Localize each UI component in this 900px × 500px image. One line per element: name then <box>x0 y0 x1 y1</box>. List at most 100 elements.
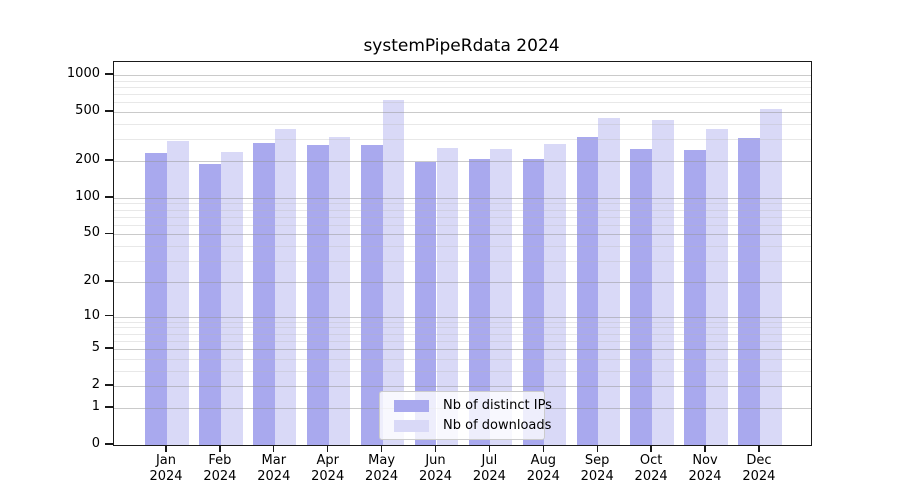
x-tick-label-apr: Apr 2024 <box>298 453 358 485</box>
bar-downloads-aug <box>544 144 566 445</box>
y-tick-label-10: 10 <box>83 307 100 323</box>
bar-downloads-apr <box>328 136 351 445</box>
legend-swatch-downloads <box>394 419 429 432</box>
year-label: 2024 <box>365 469 399 484</box>
y-tick-label-100: 100 <box>75 188 100 204</box>
minor-gridline-30 <box>114 261 811 263</box>
minor-gridline-40 <box>114 246 811 248</box>
x-tick-label-dec: Dec 2024 <box>729 453 789 485</box>
bar-downloads-may <box>382 99 405 445</box>
bar-distinct-ips-dec <box>738 138 760 445</box>
year-label: 2024 <box>580 469 614 484</box>
legend: Nb of distinct IPs Nb of downloads <box>379 391 552 440</box>
month-label: Aug <box>530 453 556 468</box>
bar-downloads-nov <box>706 128 728 445</box>
legend-item-downloads: Nb of downloads <box>394 417 551 434</box>
major-gridline-20 <box>114 281 811 283</box>
major-gridline-2 <box>114 386 811 388</box>
bar-downloads-mar <box>274 128 297 445</box>
y-tick-label-200: 200 <box>75 152 100 168</box>
bar-distinct-ips-jan <box>145 152 167 445</box>
major-gridline-10 <box>114 316 811 318</box>
bar-distinct-ips-may <box>360 145 383 445</box>
x-tick-may <box>380 445 383 453</box>
legend-label-downloads: Nb of downloads <box>443 418 552 433</box>
y-tick-label-2: 2 <box>91 377 100 393</box>
y-tick-200 <box>105 159 113 161</box>
minor-gridline-800 <box>114 87 811 88</box>
x-tick-oct <box>650 445 652 453</box>
y-tick-1000 <box>105 73 113 75</box>
year-label: 2024 <box>203 469 237 484</box>
y-tick-1 <box>105 406 113 408</box>
y-tick-5 <box>105 347 113 349</box>
year-label: 2024 <box>257 469 291 484</box>
bar-downloads-feb <box>220 152 243 445</box>
minor-gridline-4 <box>114 358 811 360</box>
minor-gridline-9 <box>114 321 811 323</box>
y-tick-0 <box>105 443 113 445</box>
major-gridline-200 <box>114 161 811 163</box>
y-tick-label-1000: 1000 <box>66 66 100 82</box>
x-tick-label-may: May 2024 <box>352 453 412 485</box>
month-label: Nov <box>692 453 718 468</box>
minor-gridline-300 <box>114 139 811 141</box>
bar-downloads-sep <box>598 118 620 445</box>
y-tick-100 <box>105 196 113 198</box>
major-gridline-5 <box>114 349 811 351</box>
month-label: Jan <box>155 453 177 468</box>
year-label: 2024 <box>688 469 722 484</box>
year-label: 2024 <box>742 469 776 484</box>
month-label: Mar <box>261 453 287 468</box>
major-gridline-100 <box>114 197 811 199</box>
x-tick-label-mar: Mar 2024 <box>244 453 304 485</box>
y-tick-10 <box>105 314 113 317</box>
x-tick-apr <box>327 445 329 453</box>
minor-gridline-400 <box>114 124 811 126</box>
minor-gridline-60 <box>114 224 811 226</box>
minor-gridline-90 <box>114 203 811 205</box>
month-label: Sep <box>584 453 610 468</box>
y-tick-500 <box>105 110 113 112</box>
bar-distinct-ips-apr <box>307 145 329 445</box>
x-tick-label-jul: Jul 2024 <box>459 453 519 485</box>
plot-area <box>113 61 812 446</box>
bar-distinct-ips-nov <box>684 149 706 445</box>
legend-swatch-distinct-ips <box>394 399 429 412</box>
x-tick-sep <box>596 445 598 453</box>
bar-distinct-ips-jul <box>468 159 491 445</box>
year-label: 2024 <box>149 469 183 484</box>
minor-gridline-700 <box>114 94 811 96</box>
major-gridline-50 <box>114 234 811 236</box>
year-label: 2024 <box>634 469 668 484</box>
bar-downloads-jan <box>167 141 189 445</box>
x-tick-label-jan: Jan 2024 <box>136 453 196 485</box>
legend-label-distinct-ips: Nb of distinct IPs <box>443 398 552 413</box>
x-tick-jul <box>488 445 491 453</box>
x-tick-dec <box>758 445 760 453</box>
bar-distinct-ips-mar <box>253 143 275 445</box>
x-tick-label-aug: Aug 2024 <box>513 453 573 485</box>
bar-distinct-ips-feb <box>199 163 221 445</box>
y-tick-2 <box>105 384 113 386</box>
year-label: 2024 <box>526 469 560 484</box>
month-label: Jun <box>425 453 446 468</box>
x-tick-label-jun: Jun 2024 <box>406 453 466 485</box>
y-tick-50 <box>105 232 113 235</box>
minor-gridline-6 <box>114 340 811 342</box>
major-gridline-1000 <box>114 75 811 77</box>
x-tick-mar <box>273 445 275 453</box>
y-tick-label-5: 5 <box>91 340 100 356</box>
major-gridline-500 <box>114 112 811 114</box>
x-tick-jun <box>434 445 437 453</box>
bar-distinct-ips-aug <box>522 159 545 445</box>
bar-downloads-jul <box>490 148 513 445</box>
chart-title: systemPipeRdata 2024 <box>363 36 560 56</box>
x-tick-aug <box>542 445 544 453</box>
y-tick-label-20: 20 <box>83 272 100 288</box>
bar-distinct-ips-jun <box>414 161 437 445</box>
y-tick-label-50: 50 <box>83 225 100 241</box>
year-label: 2024 <box>472 469 506 484</box>
month-label: Apr <box>316 453 339 468</box>
